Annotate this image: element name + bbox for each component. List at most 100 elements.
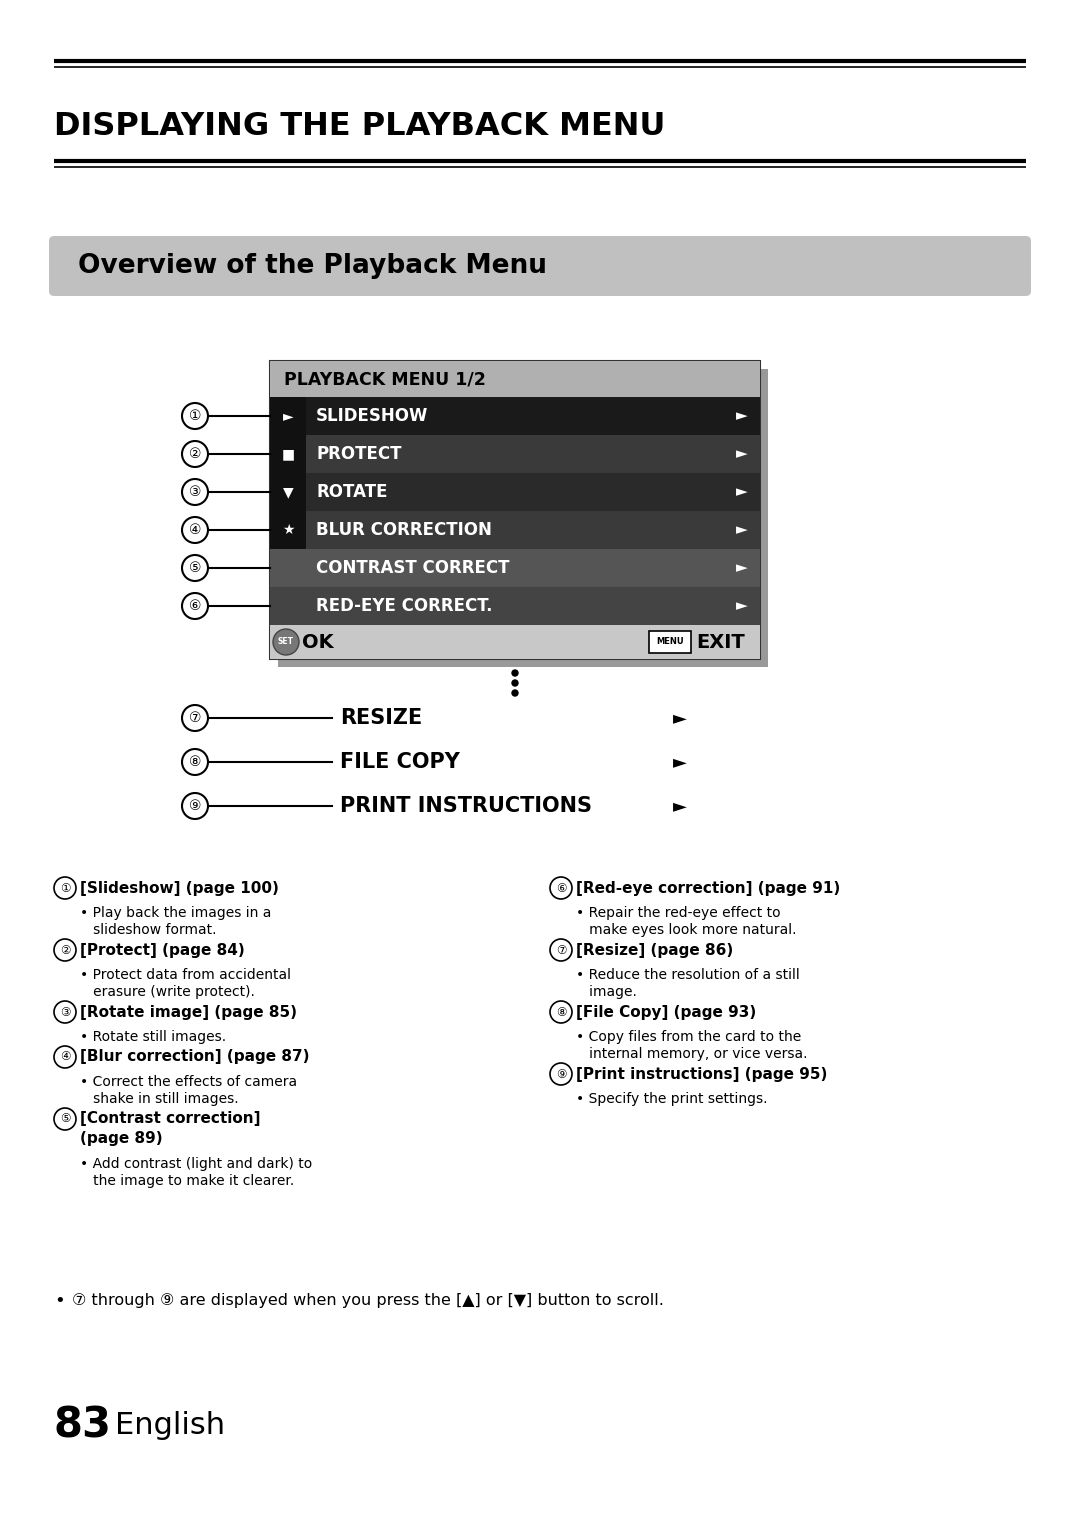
Text: ⑧: ⑧ xyxy=(189,754,201,770)
Text: slideshow format.: slideshow format. xyxy=(80,923,216,937)
Text: ►: ► xyxy=(737,485,747,499)
Text: ►: ► xyxy=(673,797,687,815)
Text: ⑨: ⑨ xyxy=(556,1068,566,1080)
Text: 83: 83 xyxy=(54,1405,112,1446)
Circle shape xyxy=(512,691,518,697)
Text: ②: ② xyxy=(189,447,201,461)
Text: [Protect] (page 84): [Protect] (page 84) xyxy=(80,943,245,958)
Text: • Repair the red-eye effect to: • Repair the red-eye effect to xyxy=(576,907,781,920)
Circle shape xyxy=(54,938,76,961)
Text: ►: ► xyxy=(737,598,747,613)
Circle shape xyxy=(183,706,208,732)
Text: the image to make it clearer.: the image to make it clearer. xyxy=(80,1174,294,1188)
Text: FILE COPY: FILE COPY xyxy=(340,751,460,773)
Circle shape xyxy=(183,517,208,543)
Text: ►: ► xyxy=(737,523,747,537)
Text: ►: ► xyxy=(673,753,687,771)
Circle shape xyxy=(512,680,518,686)
Text: ⑧: ⑧ xyxy=(556,1005,566,1019)
Text: ►: ► xyxy=(673,709,687,727)
Circle shape xyxy=(54,1046,76,1068)
Text: (page 89): (page 89) xyxy=(80,1132,163,1147)
Text: [Slideshow] (page 100): [Slideshow] (page 100) xyxy=(80,881,279,896)
Text: ⑥: ⑥ xyxy=(556,882,566,894)
Circle shape xyxy=(183,593,208,619)
Text: ①: ① xyxy=(189,409,201,423)
Text: BLUR CORRECTION: BLUR CORRECTION xyxy=(316,522,491,538)
Text: EXIT: EXIT xyxy=(696,633,745,651)
Text: ►: ► xyxy=(283,409,294,423)
FancyBboxPatch shape xyxy=(270,435,306,473)
Text: English: English xyxy=(114,1411,225,1440)
Text: ③: ③ xyxy=(59,1005,70,1019)
Text: ►: ► xyxy=(737,447,747,461)
Text: [Rotate image] (page 85): [Rotate image] (page 85) xyxy=(80,1004,297,1019)
Circle shape xyxy=(512,669,518,675)
Text: shake in still images.: shake in still images. xyxy=(80,1092,239,1106)
Text: • Protect data from accidental: • Protect data from accidental xyxy=(80,967,291,983)
Text: PROTECT: PROTECT xyxy=(316,446,402,462)
Text: [Blur correction] (page 87): [Blur correction] (page 87) xyxy=(80,1049,310,1065)
Text: Overview of the Playback Menu: Overview of the Playback Menu xyxy=(78,252,546,278)
Text: ⑦: ⑦ xyxy=(556,943,566,957)
Text: MENU: MENU xyxy=(657,637,684,646)
Text: ⑦: ⑦ xyxy=(189,710,201,726)
Circle shape xyxy=(183,748,208,776)
Text: •: • xyxy=(54,1291,65,1310)
FancyBboxPatch shape xyxy=(270,511,760,549)
FancyBboxPatch shape xyxy=(278,370,768,668)
FancyBboxPatch shape xyxy=(49,236,1031,297)
FancyBboxPatch shape xyxy=(649,631,691,653)
Circle shape xyxy=(550,938,572,961)
FancyBboxPatch shape xyxy=(270,397,760,435)
Circle shape xyxy=(273,630,299,656)
Text: ⑨: ⑨ xyxy=(189,799,201,814)
Text: ⑤: ⑤ xyxy=(59,1112,70,1126)
FancyBboxPatch shape xyxy=(270,435,760,473)
Text: PLAYBACK MENU 1/2: PLAYBACK MENU 1/2 xyxy=(284,370,486,388)
FancyBboxPatch shape xyxy=(270,360,760,659)
Circle shape xyxy=(183,555,208,581)
Text: ▼: ▼ xyxy=(283,485,294,499)
Text: ⑤: ⑤ xyxy=(189,561,201,575)
FancyBboxPatch shape xyxy=(270,549,306,587)
Text: ►: ► xyxy=(737,561,747,575)
FancyBboxPatch shape xyxy=(270,360,760,397)
Text: ①: ① xyxy=(59,882,70,894)
Text: ★: ★ xyxy=(282,523,294,537)
Text: PRINT INSTRUCTIONS: PRINT INSTRUCTIONS xyxy=(340,795,592,815)
Text: • Rotate still images.: • Rotate still images. xyxy=(80,1030,226,1043)
Circle shape xyxy=(550,1063,572,1084)
Text: CONTRAST CORRECT: CONTRAST CORRECT xyxy=(316,560,510,576)
FancyBboxPatch shape xyxy=(270,397,306,435)
FancyBboxPatch shape xyxy=(270,549,760,587)
FancyBboxPatch shape xyxy=(270,473,760,511)
Circle shape xyxy=(183,479,208,505)
FancyBboxPatch shape xyxy=(270,511,306,549)
Circle shape xyxy=(54,1107,76,1130)
Text: RED-EYE CORRECT.: RED-EYE CORRECT. xyxy=(316,598,492,614)
Circle shape xyxy=(550,878,572,899)
Text: ④: ④ xyxy=(59,1051,70,1063)
Text: ⑦ through ⑨ are displayed when you press the [▲] or [▼] button to scroll.: ⑦ through ⑨ are displayed when you press… xyxy=(72,1293,664,1308)
Text: ③: ③ xyxy=(189,485,201,499)
Text: ROTATE: ROTATE xyxy=(316,484,388,500)
Text: internal memory, or vice versa.: internal memory, or vice versa. xyxy=(576,1046,808,1062)
Text: • Add contrast (light and dark) to: • Add contrast (light and dark) to xyxy=(80,1157,312,1171)
Text: ►: ► xyxy=(737,409,747,423)
Text: OK: OK xyxy=(302,633,334,651)
Text: • Copy files from the card to the: • Copy files from the card to the xyxy=(576,1030,801,1043)
Text: • Reduce the resolution of a still: • Reduce the resolution of a still xyxy=(576,967,800,983)
Text: DISPLAYING THE PLAYBACK MENU: DISPLAYING THE PLAYBACK MENU xyxy=(54,111,665,141)
Circle shape xyxy=(54,878,76,899)
Text: SLIDESHOW: SLIDESHOW xyxy=(316,408,429,424)
Text: [Contrast correction]: [Contrast correction] xyxy=(80,1112,260,1127)
Text: make eyes look more natural.: make eyes look more natural. xyxy=(576,923,797,937)
Text: [Resize] (page 86): [Resize] (page 86) xyxy=(576,943,733,958)
Text: • Correct the effects of camera: • Correct the effects of camera xyxy=(80,1075,297,1089)
Circle shape xyxy=(54,1001,76,1024)
FancyBboxPatch shape xyxy=(270,587,760,625)
Text: [Print instructions] (page 95): [Print instructions] (page 95) xyxy=(576,1066,827,1081)
Text: [File Copy] (page 93): [File Copy] (page 93) xyxy=(576,1004,756,1019)
Circle shape xyxy=(550,1001,572,1024)
